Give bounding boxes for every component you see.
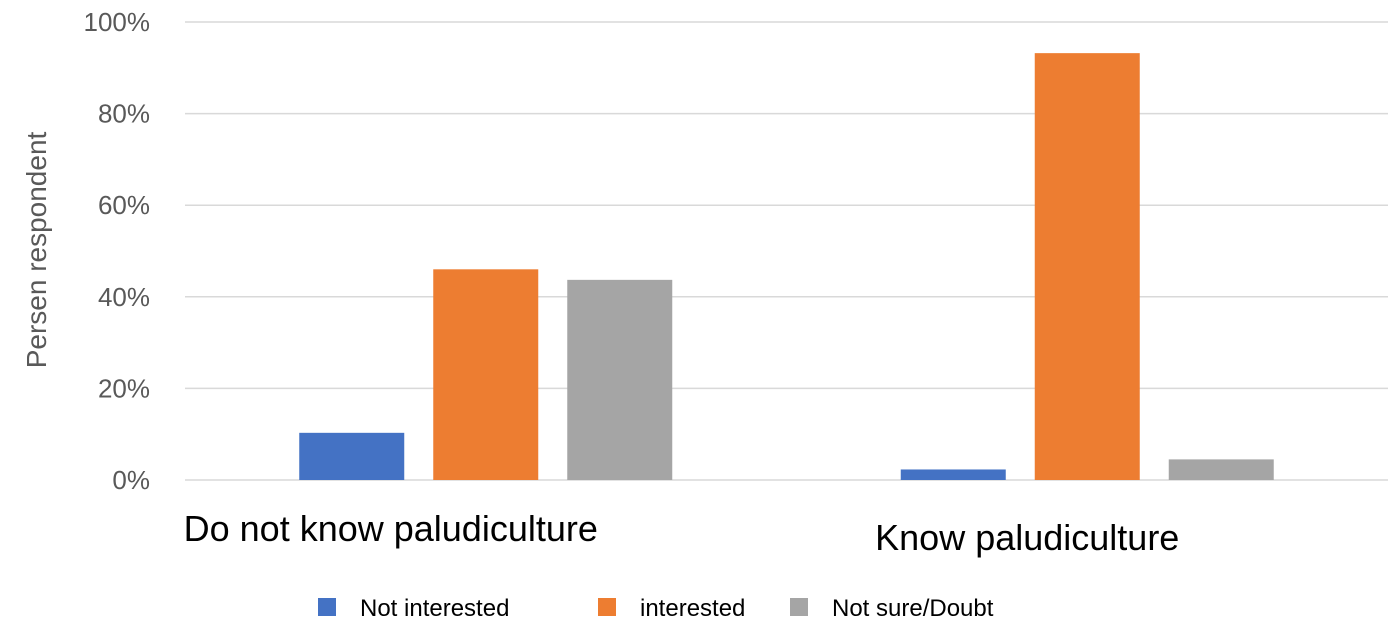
bar-1-2 [900,469,1006,480]
bar-3-1 [567,279,673,480]
legend-label: Not interested [360,595,509,622]
category-label: Do not know paludiculture [184,508,598,549]
bar-2-1 [433,269,539,480]
legend: Not interested interested Not sure/Doubt [318,595,994,622]
category-label: Know paludiculture [875,517,1179,558]
legend-label: interested [640,595,745,622]
category-labels: Do not know paludiculture Know paludicult… [184,508,1180,558]
y-tick-label: 20% [98,373,150,403]
y-axis-label: Persen respondent [21,131,52,368]
y-tick-label: 80% [98,99,150,129]
y-tick-label: 0% [112,465,150,495]
y-tick-label: 60% [98,190,150,220]
legend-label: Not sure/Doubt [832,595,994,622]
legend-swatch [790,598,808,616]
y-tick-label: 40% [98,282,150,312]
bar-3-2 [1168,459,1274,480]
bar-2-2 [1034,53,1140,480]
legend-swatch [598,598,616,616]
bars [299,53,1274,480]
gridlines [185,21,1388,481]
y-axis-ticks: 0% 20% 40% 60% 80% 100% [84,7,151,495]
y-tick-label: 100% [84,7,151,37]
legend-swatch [318,598,336,616]
bar-1-1 [299,432,405,480]
